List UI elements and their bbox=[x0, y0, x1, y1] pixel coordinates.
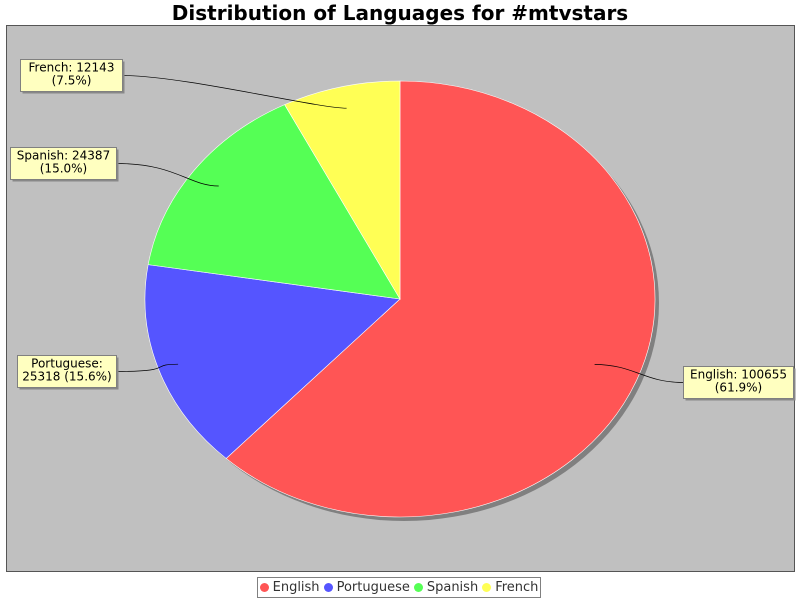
pie-label-box bbox=[17, 355, 117, 388]
legend-item-french: French bbox=[482, 580, 538, 595]
label-connector-portuguese bbox=[116, 363, 179, 372]
pie-label-text: (15.0%) bbox=[40, 162, 87, 176]
legend-swatch-icon bbox=[413, 583, 423, 592]
pie-label-text: 25318 (15.6%) bbox=[22, 370, 111, 384]
pie-label-spanish: Spanish: 24387(15.0%) bbox=[10, 147, 119, 182]
legend-item-portuguese: Portuguese bbox=[323, 580, 410, 595]
legend: English Portuguese Spanish French bbox=[257, 577, 541, 598]
pie-label-box bbox=[20, 59, 123, 92]
pie-label-box bbox=[10, 147, 117, 180]
pie-label-text: (61.9%) bbox=[715, 381, 762, 395]
label-connector-spanish bbox=[116, 163, 219, 187]
legend-swatch-icon bbox=[323, 583, 333, 592]
pie-label-english: English: 100655(61.9%) bbox=[683, 366, 796, 401]
legend-item-spanish: Spanish bbox=[413, 580, 479, 595]
legend-label: French bbox=[495, 580, 539, 595]
pie-label-text: English: 100655 bbox=[690, 368, 787, 382]
pie-label-text: French: 12143 bbox=[29, 61, 115, 75]
label-connector-french bbox=[122, 75, 347, 109]
pie-label-text: (7.5%) bbox=[52, 74, 92, 88]
pie-label-french: French: 12143(7.5%) bbox=[20, 59, 125, 94]
legend-label: Portuguese bbox=[336, 580, 410, 595]
legend-item-english: English bbox=[259, 580, 320, 595]
label-connector-english bbox=[594, 364, 684, 383]
legend-label: Spanish bbox=[426, 580, 479, 595]
legend-swatch-icon bbox=[482, 583, 492, 592]
pie-slice-english[interactable] bbox=[225, 80, 656, 518]
pie-label-box bbox=[683, 366, 794, 399]
chart-title: Distribution of Languages for #mtvstars bbox=[171, 1, 629, 25]
pie-label-text: Spanish: 24387 bbox=[17, 149, 110, 163]
pie-label-text: Portuguese: bbox=[31, 357, 103, 371]
legend-swatch-icon bbox=[259, 583, 269, 592]
pie-slice-portuguese[interactable] bbox=[144, 264, 401, 459]
pie-slice-spanish[interactable] bbox=[147, 104, 401, 300]
legend-label: English bbox=[272, 580, 320, 595]
pie-label-portuguese: Portuguese:25318 (15.6%) bbox=[17, 355, 119, 390]
pie-slice-french[interactable] bbox=[284, 80, 401, 301]
